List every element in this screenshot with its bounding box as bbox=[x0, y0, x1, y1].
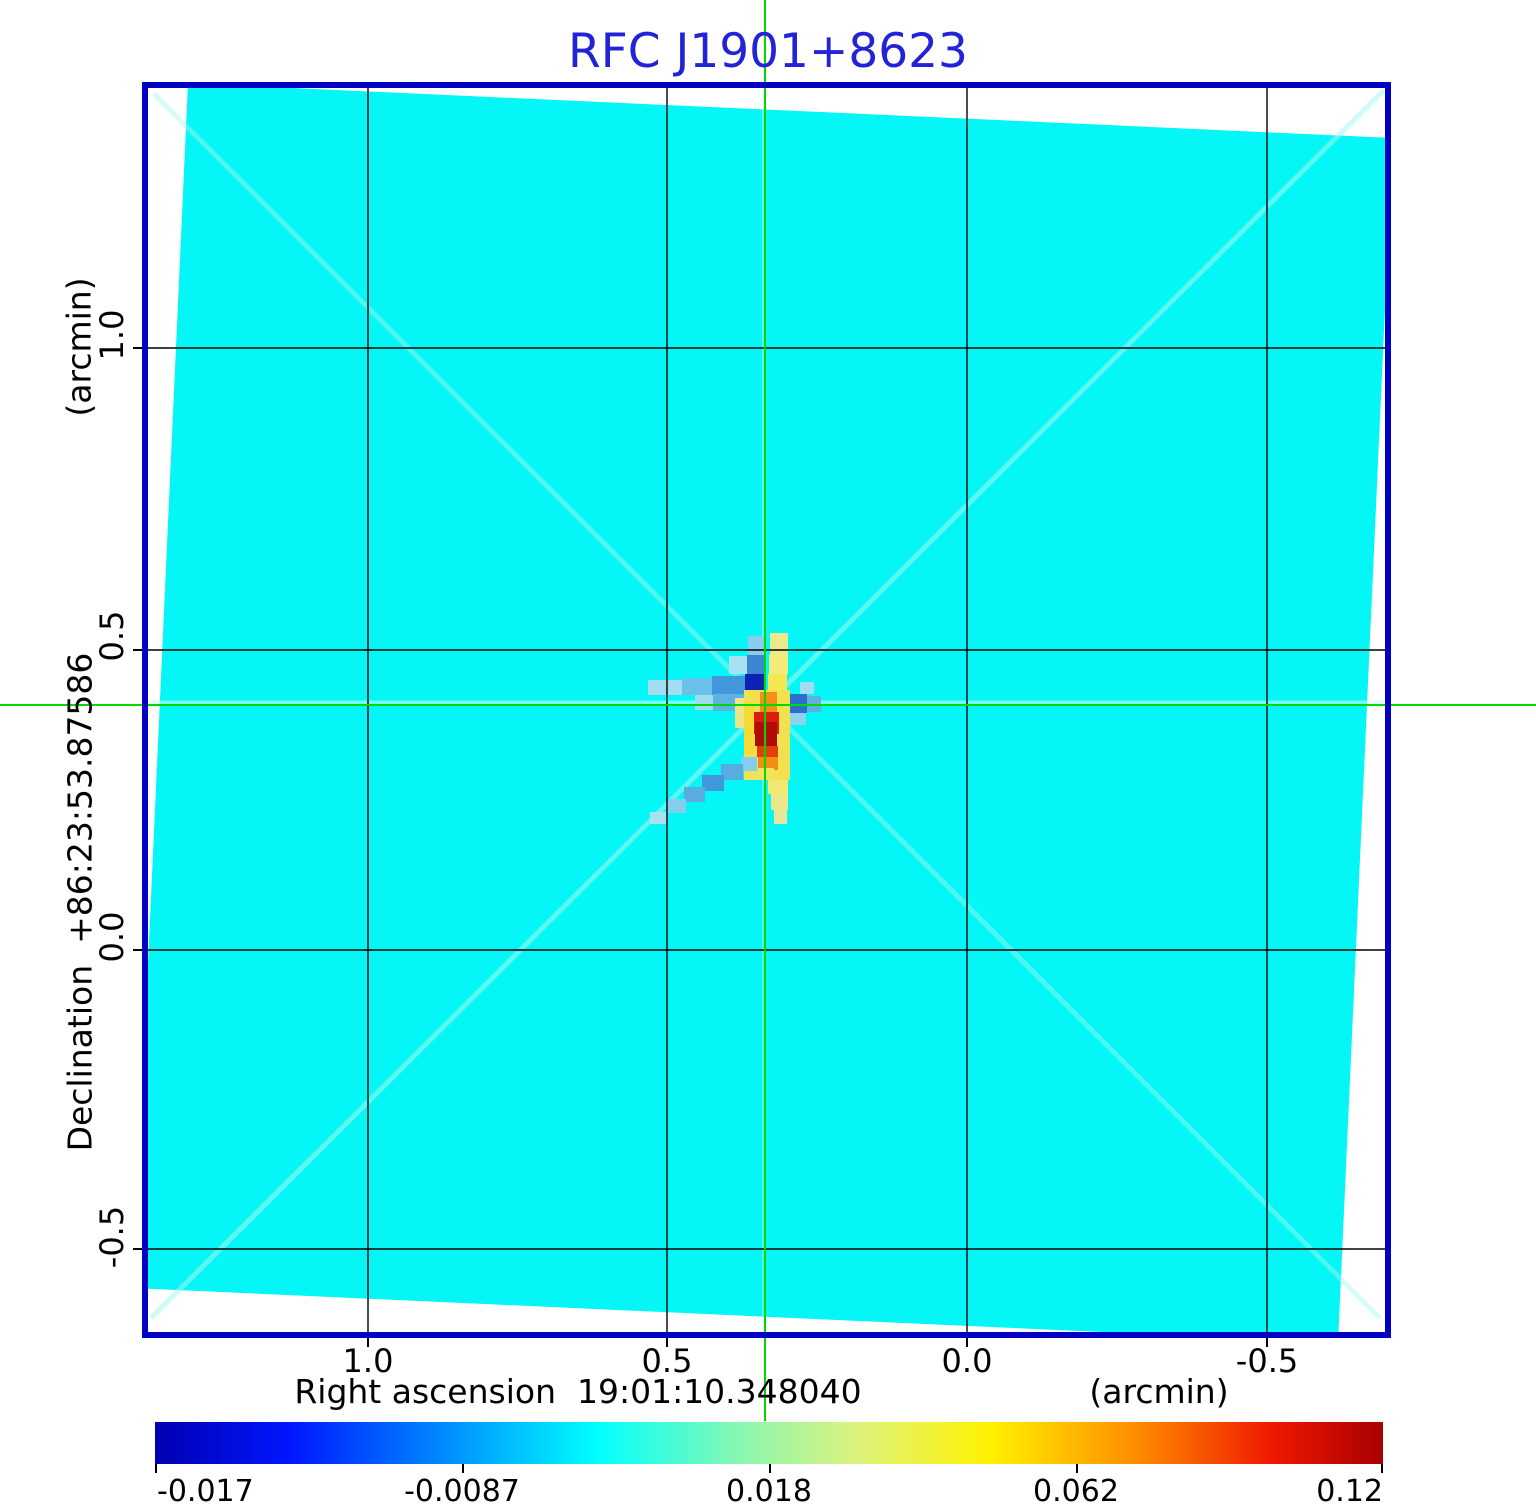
y-axis-tickmark bbox=[133, 347, 142, 349]
plot-title: RFC J1901+8623 bbox=[568, 24, 968, 79]
colorbar-tickmark bbox=[155, 1464, 157, 1473]
y-axis-title: Declination +86:23:53.87586 bbox=[60, 652, 100, 1152]
x-tick-label: 0.0 bbox=[941, 1342, 993, 1380]
y-tick-label: -0.5 bbox=[93, 1205, 131, 1269]
x-axis-tickmark bbox=[966, 1338, 968, 1347]
y-axis-unit: (arcmin) bbox=[59, 277, 99, 417]
x-axis-tickmark bbox=[367, 1338, 369, 1347]
y-tick-label: 1.0 bbox=[93, 309, 131, 361]
crosshair-horizontal-line bbox=[0, 704, 1536, 706]
colorbar-label: 0.062 bbox=[1033, 1474, 1119, 1509]
x-axis-tickmark bbox=[666, 1338, 668, 1347]
x-tick-label: 1.0 bbox=[342, 1342, 394, 1380]
x-axis-unit: (arcmin) bbox=[1089, 1372, 1229, 1411]
colorbar-label: -0.017 bbox=[157, 1474, 254, 1509]
x-tick-label: -0.5 bbox=[1235, 1342, 1299, 1380]
colorbar-label: 0.12 bbox=[1316, 1474, 1383, 1509]
y-axis-tickmark bbox=[133, 949, 142, 951]
heatmap-overlay bbox=[148, 88, 1385, 1332]
crosshair-vertical-line bbox=[764, 0, 766, 1421]
colorbar-tickmark bbox=[1076, 1464, 1078, 1473]
plot-area bbox=[148, 88, 1385, 1332]
colorbar-label: 0.018 bbox=[726, 1474, 812, 1509]
x-axis-title: Right ascension 19:01:10.348040 bbox=[294, 1372, 862, 1411]
colorbar-gradient bbox=[155, 1422, 1383, 1464]
colorbar-tickmark bbox=[769, 1464, 771, 1473]
y-axis-tickmark bbox=[133, 1248, 142, 1250]
colorbar-label: -0.0087 bbox=[404, 1474, 520, 1509]
x-axis-tickmark bbox=[1266, 1338, 1268, 1347]
x-tick-label: 0.5 bbox=[641, 1342, 693, 1380]
colorbar-tickmark bbox=[462, 1464, 464, 1473]
colorbar-tickmark bbox=[1381, 1464, 1383, 1473]
y-axis-tickmark bbox=[133, 649, 142, 651]
